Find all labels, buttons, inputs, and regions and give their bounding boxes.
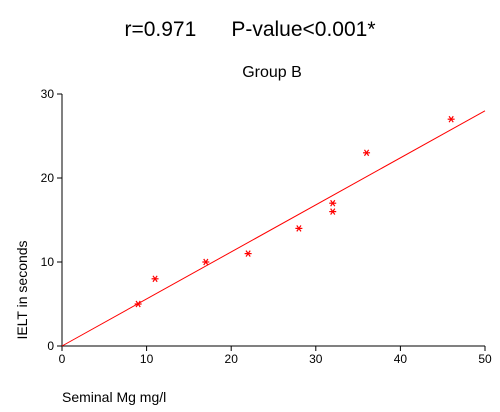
x-tick-label: 10 [140, 352, 154, 366]
x-tick-label: 0 [59, 352, 66, 366]
data-point [329, 208, 337, 215]
asterisk-stroke [363, 149, 370, 157]
p-value: P-value<0.001* [231, 18, 376, 41]
data-point [447, 115, 455, 123]
y-axis-label: IELT in seconds [14, 240, 30, 339]
asterisk-stroke [296, 225, 302, 232]
asterisk-stroke [135, 300, 141, 308]
y-tick-label: 0 [47, 339, 54, 353]
y-tick-label: 20 [41, 171, 55, 185]
x-axis-label: Seminal Mg mg/l [62, 389, 166, 405]
regression-line [61, 110, 486, 347]
asterisk-stroke [330, 208, 336, 215]
y-tick-label: 10 [41, 255, 55, 269]
data-points [134, 115, 455, 308]
x-tick-label: 20 [225, 352, 239, 366]
data-point [295, 225, 303, 232]
chart-title: Group B [242, 64, 302, 81]
statistics-header: r=0.971 P-value<0.001* [0, 18, 500, 42]
data-point [363, 149, 371, 157]
y-axis-ticks: 0 10 20 30 [41, 87, 62, 353]
x-tick-label: 30 [309, 352, 323, 366]
asterisk-stroke [245, 250, 251, 257]
y-tick-label: 30 [41, 87, 55, 101]
data-point [329, 199, 337, 207]
data-point [202, 258, 210, 266]
asterisk-stroke [330, 199, 336, 207]
asterisk-stroke [448, 115, 454, 123]
data-point [151, 275, 159, 283]
data-point [134, 300, 142, 308]
correlation-coefficient: r=0.971 [124, 18, 197, 41]
asterisk-stroke [152, 275, 158, 283]
x-axis-ticks: 0 10 20 30 40 50 [59, 346, 492, 366]
x-tick-label: 50 [478, 352, 492, 366]
x-tick-label: 40 [394, 352, 408, 366]
asterisk-stroke [203, 258, 209, 266]
data-point [244, 250, 252, 257]
